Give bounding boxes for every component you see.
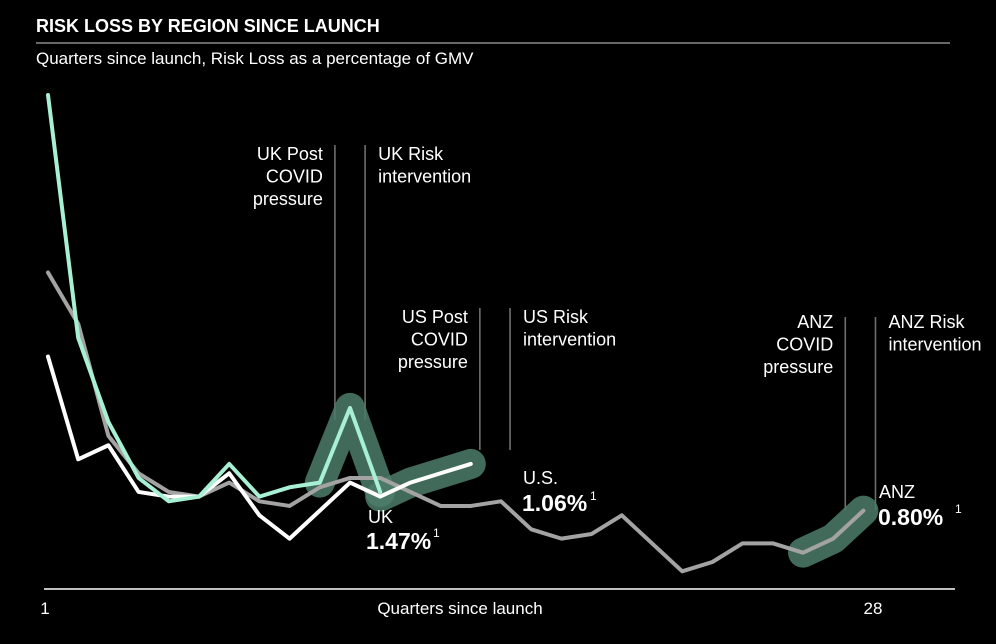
end-label-name-us: U.S.	[523, 468, 558, 488]
end-label-footnote-anz: 1	[955, 502, 962, 516]
x-tick-label-first: 1	[40, 599, 49, 618]
annotation-line-text: ANZ Risk	[888, 312, 965, 332]
annotation-label-0: UK Post COVID pressure	[253, 144, 323, 209]
end-label-value-us: 1.06%	[522, 490, 587, 516]
end-label-footnote-uk: 1	[433, 526, 440, 540]
end-label-name-uk: UK	[368, 507, 393, 527]
series-lines	[46, 93, 866, 574]
end-label-footnote-us: 1	[590, 489, 597, 503]
annotation-line-text: UK Risk	[378, 144, 444, 164]
annotation-line-text: US Post	[402, 307, 468, 327]
x-tick-label-last: 28	[864, 599, 883, 618]
annotation-line-text: intervention	[888, 335, 981, 355]
annotation-line-text: COVID	[776, 335, 833, 355]
annotation-line-text: pressure	[398, 352, 468, 372]
annotation-line-text: UK Post	[257, 144, 323, 164]
x-axis-label: Quarters since launch	[377, 599, 542, 618]
annotation-label-3: US Risk intervention	[523, 307, 616, 350]
annotation-lines	[334, 145, 877, 510]
annotation-line-text: pressure	[763, 357, 833, 377]
chart-subtitle: Quarters since launch, Risk Loss as a pe…	[36, 49, 474, 68]
series-line-uk	[46, 354, 473, 541]
annotation-line-text: intervention	[378, 167, 471, 187]
end-label-value-uk: 1.47%	[366, 528, 431, 554]
annotation-label-4: ANZ COVID pressure	[763, 312, 833, 377]
annotation-line-text: ANZ	[797, 312, 833, 332]
annotation-label-1: UK Risk intervention	[378, 144, 471, 187]
series-line-us	[46, 270, 866, 574]
series-line-anz	[46, 93, 383, 504]
chart-title: RISK LOSS BY REGION SINCE LAUNCH	[36, 16, 380, 36]
end-label-name-anz: ANZ	[879, 482, 915, 502]
annotation-line-text: COVID	[266, 167, 323, 187]
annotation-line-text: pressure	[253, 189, 323, 209]
end-label-value-anz: 0.80%	[878, 504, 943, 530]
annotation-label-2: US Post COVID pressure	[398, 307, 468, 372]
annotation-line-text: COVID	[411, 330, 468, 350]
annotation-label-5: ANZ Risk intervention	[888, 312, 981, 355]
annotation-line-text: US Risk	[523, 307, 589, 327]
annotation-line-text: intervention	[523, 330, 616, 350]
